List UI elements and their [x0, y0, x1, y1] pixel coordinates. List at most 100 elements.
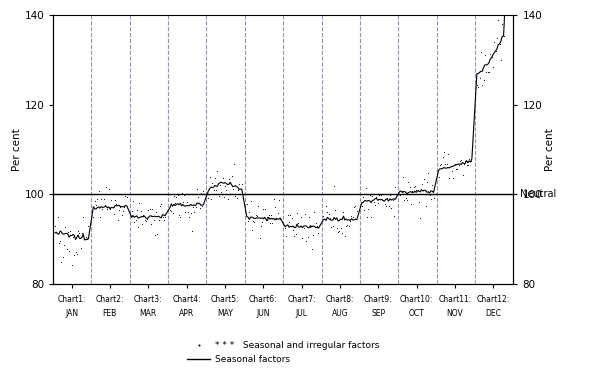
- Point: [210, 175, 219, 181]
- Point: [474, 84, 483, 90]
- Point: [205, 174, 214, 180]
- Point: [327, 224, 336, 230]
- Point: [196, 190, 205, 196]
- Point: [331, 207, 340, 213]
- Point: [314, 230, 323, 236]
- Point: [504, 7, 514, 13]
- Point: [421, 203, 430, 209]
- Point: [53, 214, 63, 220]
- Point: [221, 183, 230, 188]
- Point: [253, 213, 262, 219]
- Point: [211, 187, 221, 193]
- Point: [289, 227, 298, 233]
- Point: [290, 233, 299, 239]
- Point: [464, 156, 474, 162]
- Point: [328, 223, 337, 229]
- Point: [365, 192, 375, 198]
- Point: [112, 201, 121, 207]
- Point: [101, 184, 111, 190]
- Point: [395, 192, 405, 198]
- Point: [324, 211, 333, 217]
- Point: [73, 229, 83, 234]
- Point: [295, 223, 304, 229]
- Point: [459, 161, 468, 167]
- Point: [214, 193, 224, 199]
- Point: [78, 214, 88, 220]
- Point: [442, 161, 451, 167]
- Point: [246, 198, 255, 204]
- Point: [103, 206, 112, 212]
- Point: [286, 212, 295, 218]
- Point: [426, 196, 435, 202]
- Text: SEP: SEP: [371, 309, 385, 318]
- Point: [366, 214, 376, 220]
- Legend: * * *   Seasonal and irregular factors, Seasonal factors: * * * Seasonal and irregular factors, Se…: [184, 338, 382, 368]
- Point: [204, 195, 213, 201]
- Point: [413, 187, 422, 193]
- Point: [372, 194, 381, 200]
- Text: MAY: MAY: [217, 309, 233, 318]
- Point: [458, 172, 467, 178]
- Point: [118, 208, 127, 214]
- Point: [75, 230, 84, 236]
- Point: [348, 214, 358, 220]
- Point: [152, 209, 161, 215]
- Point: [218, 175, 227, 181]
- Point: [195, 205, 204, 211]
- Point: [404, 179, 413, 185]
- Point: [173, 192, 182, 198]
- Point: [418, 187, 428, 193]
- Point: [447, 168, 457, 174]
- Text: Chart7:: Chart7:: [287, 295, 316, 304]
- Point: [150, 232, 159, 238]
- Point: [106, 206, 115, 212]
- Point: [245, 209, 254, 215]
- Point: [191, 204, 201, 210]
- Point: [339, 209, 348, 215]
- Point: [227, 172, 236, 178]
- Point: [455, 158, 464, 164]
- Point: [121, 193, 130, 199]
- Point: [259, 206, 268, 212]
- Point: [61, 224, 70, 230]
- Point: [492, 34, 502, 40]
- Point: [287, 215, 297, 221]
- Point: [298, 235, 307, 241]
- Point: [435, 162, 445, 168]
- Point: [171, 200, 180, 206]
- Point: [276, 216, 285, 222]
- Point: [487, 54, 496, 60]
- Point: [250, 219, 259, 225]
- Point: [131, 217, 140, 223]
- Point: [183, 209, 193, 215]
- Point: [307, 246, 316, 252]
- Point: [231, 193, 240, 199]
- Point: [186, 210, 195, 216]
- Point: [397, 188, 407, 194]
- Point: [224, 176, 234, 182]
- Y-axis label: Per cent: Per cent: [12, 128, 22, 171]
- Point: [463, 162, 473, 168]
- Point: [296, 214, 306, 220]
- Point: [405, 184, 414, 190]
- Point: [114, 207, 124, 213]
- Point: [58, 254, 67, 260]
- Text: Chart2:: Chart2:: [96, 295, 124, 304]
- Point: [97, 206, 107, 212]
- Point: [133, 224, 143, 230]
- Point: [499, 33, 508, 39]
- Point: [329, 183, 339, 189]
- Point: [176, 214, 185, 220]
- Point: [128, 198, 137, 204]
- Text: AUG: AUG: [332, 309, 348, 318]
- Point: [425, 192, 434, 198]
- Point: [72, 251, 81, 257]
- Point: [299, 226, 309, 232]
- Text: Chart1:: Chart1:: [57, 295, 86, 304]
- Text: JUN: JUN: [257, 309, 270, 318]
- Point: [90, 198, 99, 204]
- Point: [398, 174, 408, 180]
- Point: [495, 40, 504, 46]
- Point: [381, 203, 391, 209]
- Point: [377, 191, 386, 197]
